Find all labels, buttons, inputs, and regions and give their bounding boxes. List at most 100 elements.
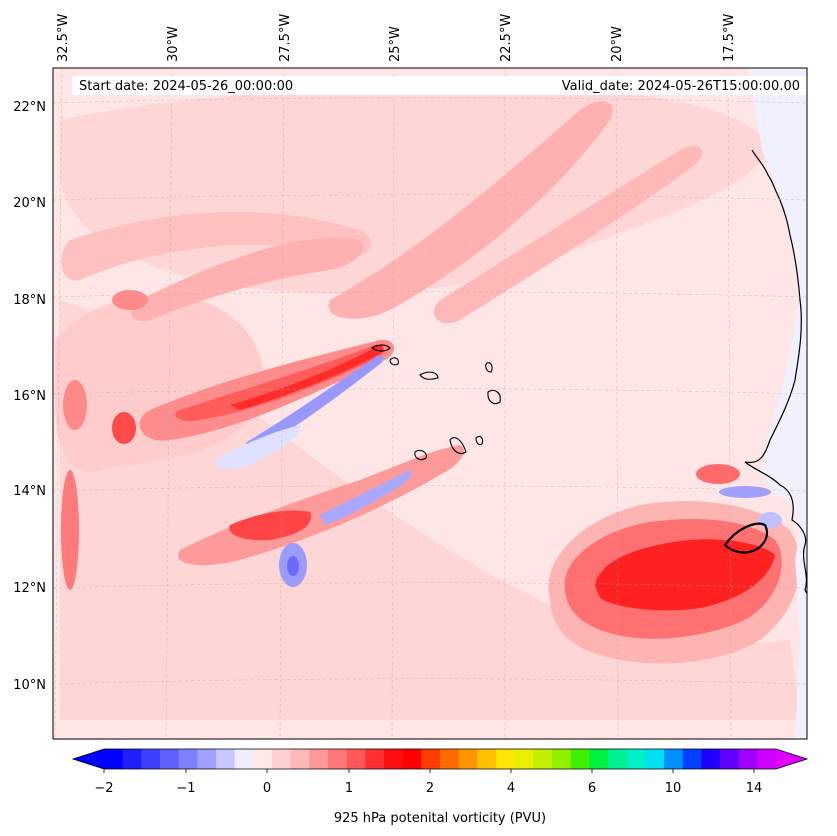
pv-spot-east-north <box>696 464 740 484</box>
pv-band-north-mid <box>131 238 364 321</box>
lat-label: 18°N <box>13 293 46 308</box>
colorbar-under-arrow <box>73 749 104 769</box>
colorbar-cell <box>738 749 758 769</box>
lat-label: 20°N <box>13 196 46 211</box>
pv-band-northeast-1 <box>328 101 613 319</box>
start-date-label: Start date: 2024-05-26_00:00:00 <box>79 79 293 94</box>
colorbar-cell <box>402 749 422 769</box>
colorbar-tick-label: 2 <box>426 781 434 796</box>
colorbar-ticks <box>103 769 755 773</box>
colorbar-cell <box>272 749 292 769</box>
colorbar-cell <box>757 749 777 769</box>
colorbar-cell <box>645 749 665 769</box>
colorbar-cell <box>477 749 497 769</box>
colorbar-tick-label: −2 <box>94 781 113 796</box>
pv-field-light-south <box>60 300 800 720</box>
lon-label: 32.5°W <box>56 14 71 62</box>
pv-contour-14-east <box>723 522 769 554</box>
pv-spot-west-4 <box>112 290 148 310</box>
colorbar-cell <box>309 749 329 769</box>
pv-blue-east-2 <box>758 512 782 528</box>
colorbar-cell <box>290 749 310 769</box>
colorbar-cell <box>570 749 590 769</box>
valid-date-label: Valid_date: 2024-05-26T15:00:00.00 <box>562 79 800 94</box>
colorbar-cell <box>701 749 721 769</box>
pv-contour-fields <box>55 86 800 720</box>
colorbar-cell <box>234 749 254 769</box>
gridlines <box>53 68 807 739</box>
cape-verde-santo-antao <box>370 344 391 352</box>
colorbar-cell <box>365 749 385 769</box>
pv-streak-upper-core <box>230 345 383 410</box>
colorbar-cell <box>178 749 198 769</box>
lat-label: 16°N <box>13 389 46 404</box>
pv-streak-upper-mid <box>175 344 385 422</box>
map-panel <box>53 68 807 739</box>
africa-coastline <box>744 149 807 595</box>
colorbar-cell <box>626 749 646 769</box>
colorbar-tick-label: 6 <box>588 781 596 796</box>
colorbar-title: 925 hPa potenital vorticity (PVU) <box>334 811 546 826</box>
colorbar-cell <box>141 749 161 769</box>
lat-label: 10°N <box>13 678 46 693</box>
pv-spot-west-1 <box>61 470 79 590</box>
lat-label: 12°N <box>13 581 46 596</box>
colorbar-cell <box>608 749 628 769</box>
cape-verde-fogo <box>414 449 427 461</box>
colorbar-cell <box>496 749 516 769</box>
colorbar-cell <box>122 749 142 769</box>
colorbar-cell <box>664 749 684 769</box>
pv-southeast-core <box>595 539 775 611</box>
colorbar-cell <box>458 749 478 769</box>
colorbar-cell <box>160 749 180 769</box>
cape-verde-sao-nicolau <box>419 371 439 380</box>
colorbar-cell <box>552 749 572 769</box>
colorbar-cell <box>104 749 124 769</box>
colorbar-cell <box>384 749 404 769</box>
map-frame <box>52 67 808 740</box>
pv-spot-west-2 <box>112 412 136 444</box>
lon-label: 17.5°W <box>722 14 737 62</box>
pv-streak-lower-core <box>229 510 311 541</box>
pv-band-northwest <box>61 211 371 281</box>
colorbar-tick-label: 1 <box>345 781 353 796</box>
colorbar-cells <box>104 749 777 769</box>
colorbar-cell <box>589 749 609 769</box>
pv-streak-upper-blue <box>244 355 384 451</box>
lon-label: 22.5°W <box>499 14 514 62</box>
pv-streak-lower-blue <box>320 470 412 525</box>
pv-spot-west-3 <box>63 380 87 430</box>
colorbar: −2 −1 0 1 2 4 6 10 14 925 hPa potenital … <box>71 748 809 826</box>
cape-verde-sal <box>485 362 493 373</box>
lon-label: 30°W <box>166 26 181 62</box>
pv-band-northeast-2 <box>433 145 703 324</box>
colorbar-cell <box>216 749 236 769</box>
pv-blue-east <box>719 486 771 498</box>
colorbar-cell <box>421 749 441 769</box>
colorbar-tick-label: −1 <box>176 781 195 796</box>
colorbar-over-arrow <box>776 749 807 769</box>
pv-streak-upper-blue-light <box>215 425 301 470</box>
colorbar-cell <box>328 749 348 769</box>
africa-land <box>750 68 807 739</box>
annotation-bar <box>72 76 807 95</box>
pv-blue-blob-south-core <box>287 556 299 576</box>
cape-verde-boa-vista <box>487 389 501 405</box>
colorbar-cell <box>720 749 740 769</box>
colorbar-tick-label: 10 <box>665 781 682 796</box>
colorbar-cell <box>682 749 702 769</box>
lat-label: 14°N <box>13 484 46 499</box>
lat-label: 22°N <box>13 100 46 115</box>
lon-label: 20°W <box>610 26 625 62</box>
colorbar-tick-label: 0 <box>263 781 271 796</box>
cape-verde-santiago <box>449 437 467 455</box>
colorbar-cell <box>514 749 534 769</box>
colorbar-tick-label: 4 <box>507 781 515 796</box>
colorbar-cell <box>253 749 273 769</box>
colorbar-tick-label: 14 <box>746 781 763 796</box>
colorbar-cell <box>533 749 553 769</box>
colorbar-cell <box>197 749 217 769</box>
lon-label: 25°W <box>388 26 403 62</box>
longitude-labels: 32.5°W 30°W 27.5°W 25°W 22.5°W 20°W 17.5… <box>56 14 737 62</box>
